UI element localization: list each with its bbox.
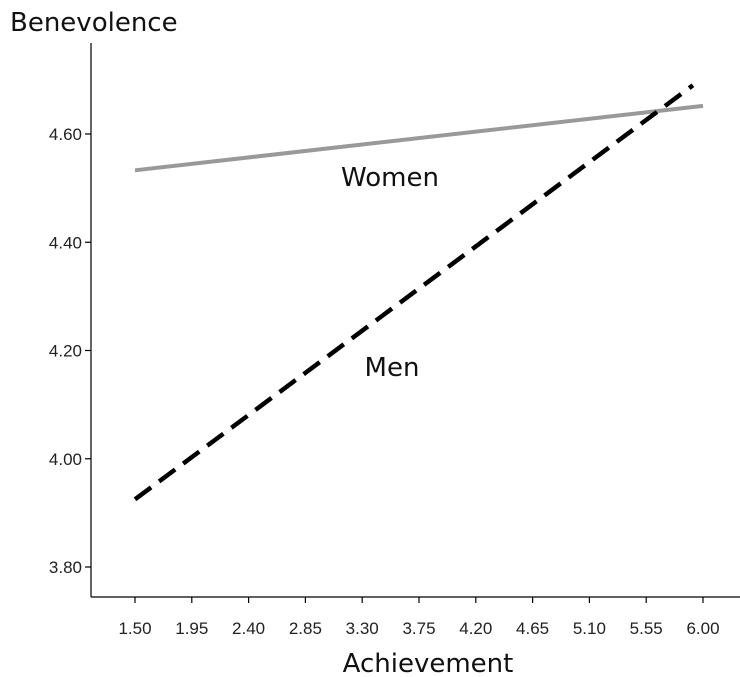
- series-line-men: [133, 83, 695, 502]
- x-tick-label: 5.10: [573, 619, 606, 638]
- y-ticks: 3.80 4.00 4.20 4.40 4.60: [49, 125, 91, 577]
- x-tick-label: 4.65: [516, 619, 549, 638]
- y-tick-label: 4.40: [49, 233, 82, 252]
- series-label-women: Women: [341, 163, 439, 193]
- x-tick-label: 3.75: [402, 619, 435, 638]
- y-axis-title: Benevolence: [10, 8, 178, 38]
- x-tick-label: 2.85: [289, 619, 322, 638]
- y-tick-label: 4.00: [49, 450, 82, 469]
- axes: [90, 43, 740, 598]
- x-tick-label: 5.55: [630, 619, 663, 638]
- x-axis-title: Achievement: [343, 649, 514, 677]
- x-ticks: 1.50 1.95 2.40 2.85 3.30 3.75 4.20 4.65 5.10 5.55…: [118, 597, 720, 638]
- series-layer: [133, 83, 704, 502]
- y-tick-label: 4.60: [49, 125, 82, 144]
- series-label-men: Men: [365, 353, 420, 383]
- x-tick-label: 4.20: [459, 619, 492, 638]
- series-line-women: [134, 103, 704, 173]
- x-tick-label: 2.40: [232, 619, 265, 638]
- x-tick-label: 6.00: [686, 619, 719, 638]
- y-tick-label: 4.20: [49, 342, 82, 361]
- x-tick-label: 1.50: [118, 619, 151, 638]
- x-tick-label: 1.95: [175, 619, 208, 638]
- x-tick-label: 3.30: [346, 619, 379, 638]
- y-tick-label: 3.80: [49, 558, 82, 577]
